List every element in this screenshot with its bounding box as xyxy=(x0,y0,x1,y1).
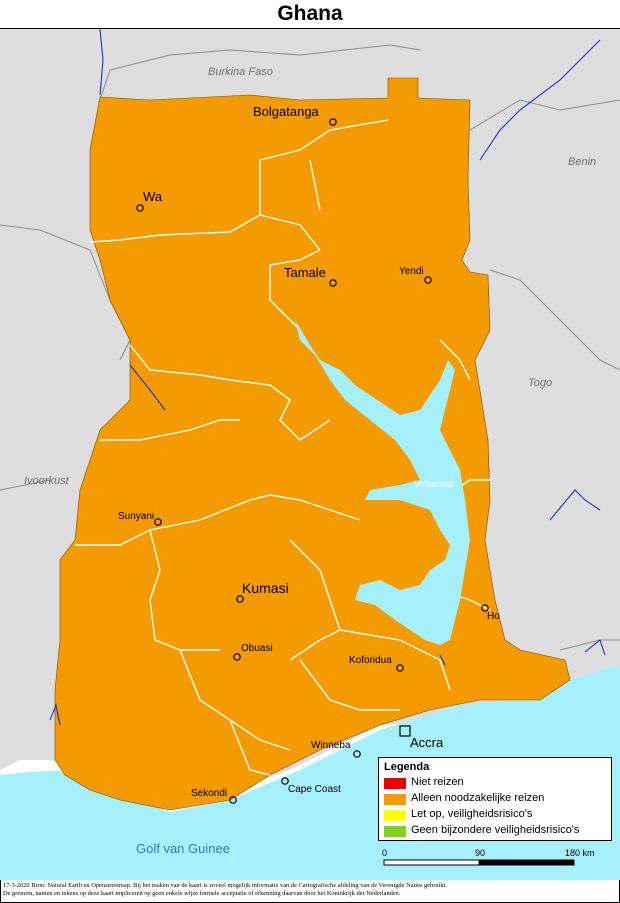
region-borders xyxy=(75,119,491,776)
marker-obuasi xyxy=(233,653,241,661)
label-obuasi: Obuasi xyxy=(241,643,273,654)
label-benin: Benin xyxy=(568,156,597,168)
scale-label-end: 180 km xyxy=(565,848,595,858)
swatch-alleen-noodzakelijk xyxy=(384,794,406,805)
marker-koforidua xyxy=(396,664,404,672)
label-tamale: Tamale xyxy=(284,265,326,280)
label-togo: Togo xyxy=(528,377,553,389)
label-koforidua: Koforidua xyxy=(349,655,392,666)
legend-label: Niet reizen xyxy=(411,776,464,788)
marker-wa xyxy=(136,204,144,212)
label-winneba: Winneba xyxy=(311,740,351,751)
label-accra: Accra xyxy=(410,735,444,750)
legend-label: Geen bijzondere veiligheidsrisico's xyxy=(411,824,580,836)
marker-sekondi xyxy=(229,796,237,804)
marker-kumasi xyxy=(236,595,244,603)
label-yendi: Yendi xyxy=(399,266,424,277)
scale-label-mid: 90 xyxy=(475,848,486,858)
label-bolgatanga: Bolgatanga xyxy=(253,104,319,119)
scale-segment-2 xyxy=(478,859,575,866)
marker-tamale xyxy=(329,279,337,287)
legend: Legenda Niet reizen Alleen noodzakelijke… xyxy=(378,757,612,841)
label-cape-coast: Cape Coast xyxy=(288,784,341,795)
swatch-niet-reizen xyxy=(384,778,406,789)
city-markers xyxy=(136,118,489,804)
label-ho: Ho xyxy=(487,611,500,622)
label-volta-lake: Voltameer xyxy=(414,479,455,489)
scale-bar-graphic xyxy=(383,859,575,866)
label-gulf-of-guinea: Golf van Guinee xyxy=(136,841,230,856)
map-title: Ghana xyxy=(0,0,620,29)
legend-label: Let op, veiligheidsrisico's xyxy=(411,808,533,820)
label-sekondi: Sekondi xyxy=(191,788,228,799)
marker-ho xyxy=(481,604,489,612)
scale-segment-1 xyxy=(383,859,480,866)
neighbour-borders xyxy=(0,44,620,651)
label-ivoorkust: Ivoorkust xyxy=(24,475,69,487)
map-canvas xyxy=(0,29,620,880)
label-burkina-faso: Burkina Faso xyxy=(208,66,273,78)
swatch-let-op xyxy=(384,810,406,821)
label-sunyani: Sunyani xyxy=(118,511,155,522)
volta-lake xyxy=(295,320,470,645)
marker-accra xyxy=(399,725,411,737)
marker-sunyani xyxy=(154,518,162,526)
footer-line-2: De grenzen, namen en tekens op deze kaar… xyxy=(3,890,401,897)
scale-label-start: 0 xyxy=(382,848,388,858)
label-wa: Wa xyxy=(143,189,163,204)
marker-bolgatanga xyxy=(329,118,337,126)
footer-credits: 17-3-2020 Bron: Natural Earth en Openstr… xyxy=(3,882,615,898)
swatch-geen-bijzondere xyxy=(384,826,406,837)
rivers xyxy=(49,29,606,726)
legend-title: Legenda xyxy=(384,761,430,773)
marker-winneba xyxy=(353,750,361,758)
marker-yendi xyxy=(424,276,432,284)
legend-label: Alleen noodzakelijke reizen xyxy=(411,792,545,804)
marker-cape-coast xyxy=(281,777,289,785)
footer-line-1: 17-3-2020 Bron: Natural Earth en Openstr… xyxy=(3,882,447,889)
scale-bar: 0 90 180 km xyxy=(382,848,615,873)
label-kumasi: Kumasi xyxy=(242,580,289,596)
